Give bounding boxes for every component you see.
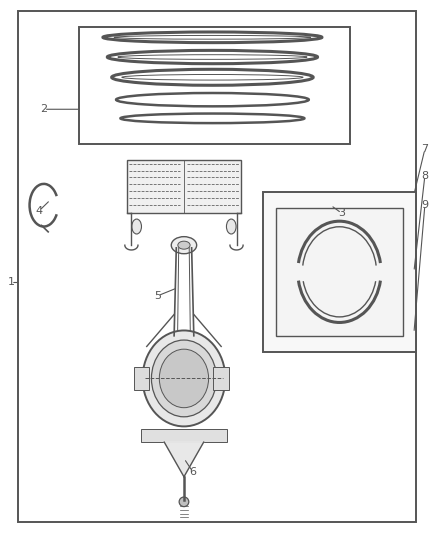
Bar — [213, 367, 229, 390]
Ellipse shape — [159, 349, 208, 408]
Text: 5: 5 — [154, 291, 161, 301]
Bar — [79, 27, 350, 144]
Ellipse shape — [171, 237, 197, 254]
Ellipse shape — [179, 497, 189, 506]
Bar — [276, 208, 403, 336]
Polygon shape — [164, 442, 204, 477]
Text: 8: 8 — [421, 171, 428, 181]
Bar — [141, 429, 227, 442]
Ellipse shape — [132, 219, 141, 234]
Text: 6: 6 — [189, 467, 196, 477]
Ellipse shape — [299, 192, 307, 218]
Text: 2: 2 — [40, 104, 47, 114]
Ellipse shape — [152, 340, 216, 417]
Bar — [303, 192, 336, 218]
Bar — [263, 192, 416, 352]
Text: 9: 9 — [421, 200, 428, 210]
Text: 7: 7 — [421, 144, 428, 154]
Ellipse shape — [334, 198, 338, 212]
Text: 4: 4 — [36, 206, 43, 215]
Ellipse shape — [178, 241, 190, 249]
Bar — [134, 367, 149, 390]
Text: 1: 1 — [7, 278, 14, 287]
Ellipse shape — [332, 192, 340, 218]
Bar — [127, 160, 241, 213]
Ellipse shape — [226, 219, 236, 234]
Ellipse shape — [142, 330, 225, 426]
Text: 3: 3 — [338, 208, 345, 218]
